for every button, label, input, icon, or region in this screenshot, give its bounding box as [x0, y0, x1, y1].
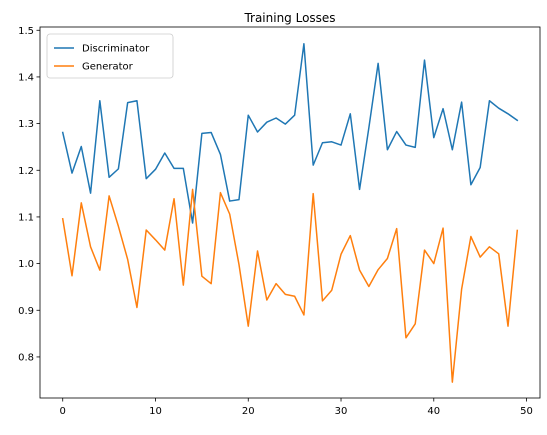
x-tick-label: 20	[242, 406, 255, 417]
y-tick-label: 1.4	[18, 72, 34, 83]
x-tick-label: 0	[60, 406, 66, 417]
x-tick-label: 40	[427, 406, 440, 417]
y-tick-label: 1.0	[18, 259, 34, 270]
legend: Discriminator Generator	[46, 33, 174, 79]
x-tick-label: 50	[520, 406, 533, 417]
x-tick-label: 10	[149, 406, 162, 417]
series-line-generator	[61, 188, 519, 383]
x-tick-label: 30	[335, 406, 348, 417]
x-axis: 0 10 20 30 40 50	[60, 398, 533, 417]
series-lines	[61, 43, 519, 383]
y-tick-label: 1.3	[18, 119, 34, 130]
legend-label-generator: Generator	[82, 62, 134, 73]
series-line-discriminator	[61, 43, 519, 224]
y-axis: 0.8 0.9 1.0 1.1 1.2 1.3 1.4 1.5	[18, 26, 40, 363]
y-tick-label: 0.8	[18, 352, 34, 363]
plot-frame	[39, 26, 541, 399]
chart-title: Training Losses	[243, 11, 335, 25]
y-tick-label: 0.9	[18, 306, 34, 317]
y-tick-label: 1.2	[18, 166, 34, 177]
legend-label-discriminator: Discriminator	[82, 44, 150, 55]
legend-box	[46, 33, 174, 79]
y-tick-label: 1.1	[18, 212, 34, 223]
y-tick-label: 1.5	[18, 26, 34, 37]
